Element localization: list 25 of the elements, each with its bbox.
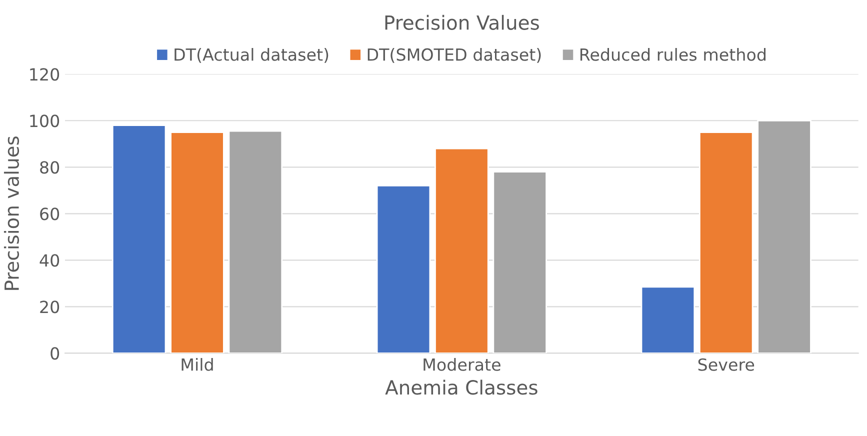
bar bbox=[112, 124, 166, 354]
y-tick-label: 40 bbox=[40, 254, 60, 267]
y-axis-title: Precision values bbox=[4, 136, 20, 290]
bar bbox=[376, 185, 431, 354]
bar bbox=[698, 132, 754, 354]
legend-label: DT(SMOTED dataset) bbox=[368, 48, 541, 63]
y-tick-label: 120 bbox=[30, 68, 60, 81]
x-tick-label: Mild bbox=[182, 358, 213, 371]
chart-title: Precision Values bbox=[385, 14, 539, 30]
bar bbox=[170, 132, 224, 354]
y-tick-label: 20 bbox=[40, 300, 60, 314]
y-tick-label: 80 bbox=[40, 161, 60, 174]
y-tick-label: 60 bbox=[40, 208, 60, 220]
y-tick-label: 100 bbox=[30, 114, 60, 128]
bar bbox=[434, 148, 489, 354]
bar bbox=[492, 171, 547, 354]
bar bbox=[757, 120, 812, 354]
x-axis-title: Anemia Classes bbox=[385, 380, 538, 395]
y-tick-label: 0 bbox=[50, 347, 60, 360]
bar bbox=[228, 130, 283, 354]
x-tick-label: Moderate bbox=[424, 358, 500, 371]
x-tick-label: Severe bbox=[698, 358, 754, 371]
legend-label: DT(Actual dataset) bbox=[174, 48, 328, 63]
bar bbox=[640, 286, 696, 354]
legend-label: Reduced rules method bbox=[580, 48, 766, 61]
